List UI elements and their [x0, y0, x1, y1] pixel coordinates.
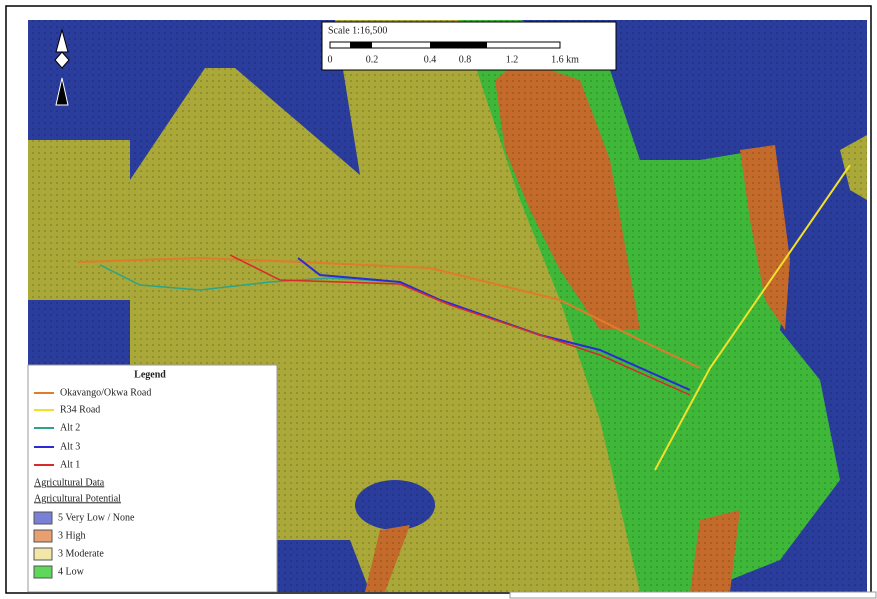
scale-bar: Scale 1:16,500 0 0.2 0.4 0.8 1.2 1.6 km: [322, 22, 616, 70]
scale-label: 0.4: [424, 54, 437, 65]
legend-entry: 5 Very Low / None: [58, 512, 135, 523]
map-page: Scale 1:16,500 0 0.2 0.4 0.8 1.2 1.6 km …: [0, 0, 877, 599]
legend-entry: Okavango/Okwa Road: [60, 387, 151, 398]
scale-label: 0.2: [366, 54, 379, 65]
legend: Legend Okavango/Okwa Road R34 Road Alt 2…: [28, 365, 277, 592]
scale-label: 1.6 km: [551, 54, 579, 65]
legend-entry: R34 Road: [60, 404, 100, 415]
scale-label: 0: [328, 54, 333, 65]
legend-entry: 3 Moderate: [58, 548, 104, 559]
footer-box: [510, 592, 876, 598]
legend-group: Agricultural Data: [34, 477, 105, 488]
legend-entry: 4 Low: [58, 566, 85, 577]
legend-title: Legend: [134, 369, 166, 380]
legend-entry: Alt 1: [60, 459, 80, 470]
legend-entry: Alt 2: [60, 422, 80, 433]
scale-label: 1.2: [506, 54, 519, 65]
legend-entry: Alt 3: [60, 441, 80, 452]
legend-subgroup: Agricultural Potential: [34, 493, 121, 504]
scale-title: Scale 1:16,500: [328, 25, 387, 36]
scale-label: 0.8: [459, 54, 472, 65]
legend-entry: 3 High: [58, 530, 86, 541]
